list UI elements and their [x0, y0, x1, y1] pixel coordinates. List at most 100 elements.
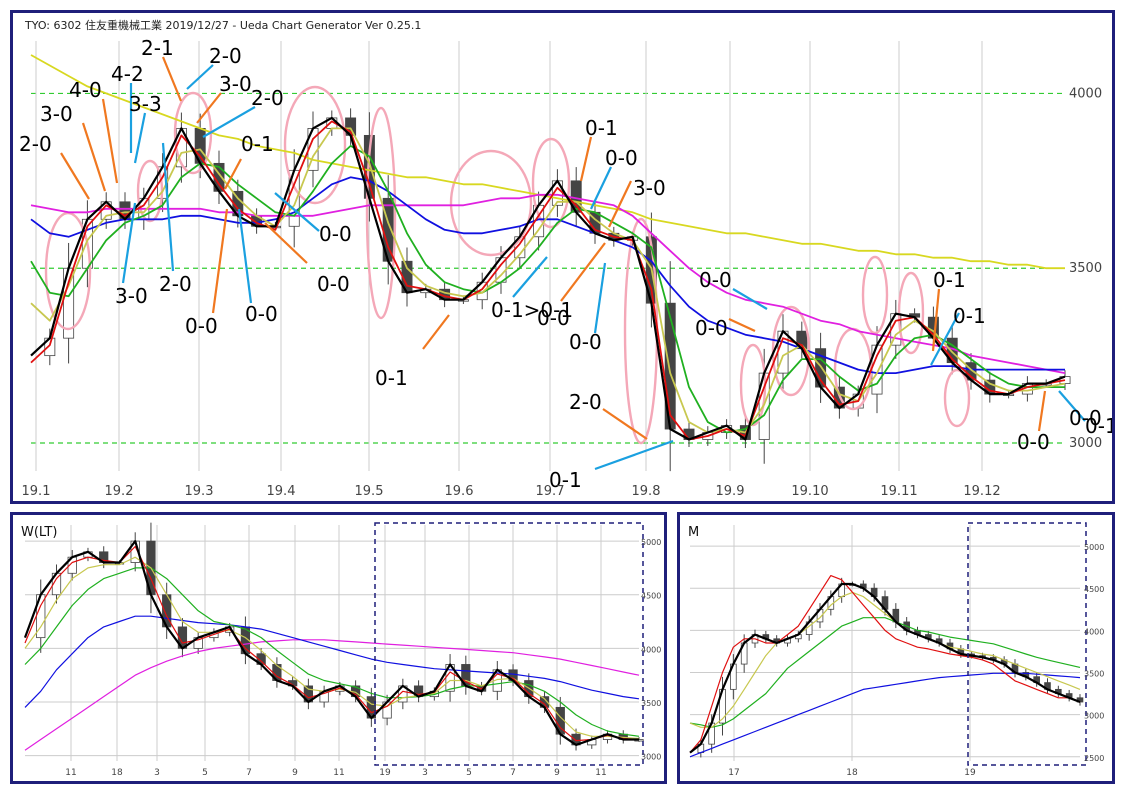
daily-annotation-label: 0-0 [569, 330, 602, 354]
daily-x-tick-label: 19.10 [791, 484, 828, 499]
daily-highlight-ellipse [897, 271, 925, 355]
daily-chart-svg: 2-03-04-04-23-32-1 2-03-02-00-13-0 2-00-0 0… [19, 36, 1112, 499]
weekly-x-tick-label: 3 [154, 768, 160, 778]
weekly-x-tick-label: 3 [422, 768, 428, 778]
monthly-focus-box [967, 522, 1087, 766]
weekly-y-tick-label: 4500 [641, 592, 661, 601]
daily-annotation-arrow [161, 56, 183, 102]
daily-annotation-label: 0-0 [699, 268, 732, 292]
daily-annotation-label: 3-3 [129, 92, 162, 116]
weekly-y-tick-label: 3000 [641, 753, 661, 762]
daily-highlight-ellipse [531, 137, 571, 229]
weekly-ma-line-1 [24, 545, 640, 742]
daily-ma-line-4 [30, 176, 1065, 375]
monthly-y-ticks: 5000 4500 4000 3500 3000 2500 [1084, 543, 1104, 763]
weekly-y-tick-label: 4000 [641, 645, 661, 654]
daily-x-tick-label: 19.9 [716, 484, 745, 499]
monthly-ma-line-0 [689, 582, 1081, 754]
monthly-y-tick-label: 3500 [1084, 670, 1104, 679]
weekly-ma-line-5 [24, 639, 640, 751]
daily-ma-line-3 [30, 144, 1065, 434]
weekly-x-tick-label: 9 [292, 768, 298, 778]
daily-annotation-label: 2-0 [569, 390, 602, 414]
daily-annotation-label: 3-0 [633, 176, 666, 200]
chart-header: TYO: 6302 住友重機械工業 2019/12/27 - Ueda Char… [25, 19, 422, 32]
daily-annotation-label: 0-1 [585, 116, 618, 140]
daily-y-ticks: 4000 3500 3000 [1069, 86, 1102, 451]
weekly-x-tick-label: 5 [466, 768, 472, 778]
daily-annotation-arrow [594, 439, 674, 471]
monthly-ma-line-1 [689, 574, 1081, 753]
daily-annotation-arrow [202, 106, 256, 138]
daily-annotation-label: 0-0 [537, 306, 570, 330]
daily-annotation-label: 0-1 [549, 468, 582, 492]
daily-annotation-label: 4-2 [111, 62, 144, 86]
monthly-y-tick-label: 2500 [1084, 754, 1104, 763]
daily-annotation-arrow [237, 208, 253, 304]
daily-annotation-arrow [264, 222, 308, 264]
weekly-x-tick-label: 11 [65, 768, 76, 778]
weekly-x-tick-label: 11 [595, 768, 606, 778]
daily-annotation-arrow [930, 312, 960, 366]
weekly-ma-line-0 [23, 540, 639, 746]
daily-annotation-label: 2-0 [159, 272, 192, 296]
daily-chart-panel: TYO: 6302 住友重機械工業 2019/12/27 - Ueda Char… [10, 10, 1115, 504]
monthly-y-tick-label: 3000 [1084, 712, 1104, 721]
daily-annotation-arrow [196, 92, 222, 124]
daily-annotation-arrow [590, 166, 612, 210]
daily-moving-averages [30, 54, 1066, 441]
monthly-x-tick-label: 17 [728, 768, 739, 778]
daily-annotation-arrow [274, 192, 320, 232]
daily-x-tick-label: 19.6 [445, 484, 474, 499]
daily-annotation-arrow [211, 208, 229, 314]
daily-annotation-label: 2-0 [251, 86, 284, 110]
daily-annotation-arrow [560, 242, 606, 302]
daily-x-tick-label: 19.8 [632, 484, 661, 499]
daily-annotation-label: 4-0 [69, 78, 102, 102]
weekly-ma-line-3 [24, 567, 640, 737]
weekly-ma-line-4 [24, 615, 640, 708]
weekly-x-tick-label: 7 [246, 768, 252, 778]
monthly-x-ticks: 17 18 19 [728, 768, 976, 778]
daily-annotation-arrow [224, 158, 242, 190]
monthly-grid [690, 525, 1080, 761]
daily-x-tick-label: 19.12 [963, 484, 1000, 499]
weekly-x-tick-label: 9 [554, 768, 560, 778]
weekly-x-ticks: 11 18 3 5 7 9 11 19 3 5 7 9 11 [65, 768, 606, 778]
monthly-ma-line-2 [689, 591, 1081, 728]
daily-annotation-label: 3-0 [115, 284, 148, 308]
monthly-chart-svg: 17 18 19 5000 4500 4000 3500 3000 2500 [689, 522, 1104, 778]
daily-highlight-ellipse [943, 368, 971, 428]
weekly-chart-panel: 11 18 3 5 7 9 11 19 3 5 7 9 11 5000 4500 4000 3500 3000 … [10, 512, 667, 784]
weekly-x-tick-label: 18 [111, 768, 123, 778]
daily-annotation-arrow [133, 112, 147, 164]
weekly-x-tick-label: 5 [202, 768, 208, 778]
daily-annotation-label: 0-0 [185, 314, 218, 338]
daily-annotation-arrows [60, 56, 1086, 471]
weekly-x-tick-label: 11 [333, 768, 344, 778]
daily-annotation-arrow [161, 142, 175, 272]
daily-annotation-arrow [422, 314, 450, 350]
daily-y-tick-label: 3500 [1069, 261, 1102, 276]
daily-annotation-arrow [121, 202, 137, 284]
daily-annotation-label: 0-1 [933, 268, 966, 292]
daily-x-tick-label: 19.3 [185, 484, 214, 499]
daily-x-tick-label: 19.2 [105, 484, 134, 499]
daily-annotation-arrow [101, 98, 119, 184]
daily-annotation-arrow [579, 136, 593, 182]
weekly-moving-averages [23, 540, 640, 751]
daily-x-tick-label: 19.5 [355, 484, 384, 499]
weekly-grid [25, 525, 639, 761]
daily-annotation-label: 0-1>0-1 [491, 298, 573, 322]
daily-x-tick-label: 19.1 [22, 484, 51, 499]
daily-annotation-arrow [602, 408, 648, 440]
daily-annotation-arrow [1037, 390, 1047, 432]
daily-annotation-label: 2-0 [209, 44, 242, 68]
daily-annotation-arrow [608, 180, 632, 228]
daily-highlight-ellipse [365, 106, 397, 320]
monthly-y-tick-label: 4000 [1084, 627, 1104, 636]
daily-annotation-label: 0-0 [245, 302, 278, 326]
daily-highlight-ellipse [861, 255, 889, 335]
daily-annotation-arrow [186, 64, 214, 90]
daily-x-tick-label: 19.7 [536, 484, 565, 499]
